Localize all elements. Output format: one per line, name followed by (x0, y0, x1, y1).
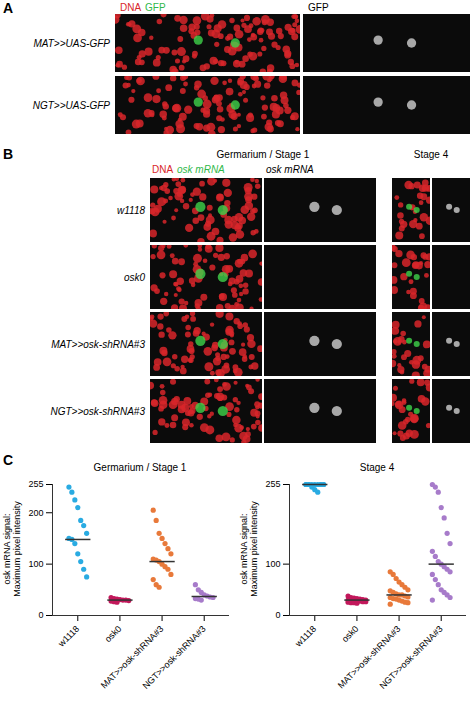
html-text:Stage 4: Stage 4 (359, 462, 395, 473)
svg-text:0: 0 (275, 610, 280, 620)
html-text:osk mRNA: osk mRNA (266, 164, 314, 175)
html-text:MAT>>osk-shRNA#3: MAT>>osk-shRNA#3 (51, 338, 145, 350)
html-text:Maximum pixel intensity: Maximum pixel intensity (249, 501, 259, 597)
html-text:NGT>>UAS-GFP: NGT>>UAS-GFP (32, 99, 110, 111)
svg-text:NGT>>osk-shRNA#3: NGT>>osk-shRNA#3 (377, 624, 444, 691)
svg-text:w1118: w1118 (293, 624, 319, 650)
svg-text:200: 200 (28, 508, 43, 518)
svg-text:MAT>>osk-shRNA#3: MAT>>osk-shRNA#3 (335, 623, 403, 691)
html-text:B: B (3, 146, 14, 162)
html-text:C: C (3, 452, 14, 468)
svg-text:255: 255 (28, 479, 43, 489)
svg-text:MAT>>osk-shRNA#3: MAT>>osk-shRNA#3 (98, 623, 166, 691)
svg-text:osk0: osk0 (103, 624, 124, 645)
html-text:osk0: osk0 (123, 271, 145, 283)
html-text:MAT>>UAS-GFP: MAT>>UAS-GFP (33, 37, 110, 49)
html-text:A: A (3, 0, 14, 16)
html-text:Stage 4: Stage 4 (413, 149, 449, 160)
html-text:Germarium / Stage 1: Germarium / Stage 1 (93, 462, 187, 473)
svg-text:255: 255 (265, 479, 280, 489)
svg-text:0: 0 (38, 610, 43, 620)
svg-text:100: 100 (28, 559, 43, 569)
html-text:w1118: w1118 (117, 204, 145, 216)
html-text:NGT>>osk-shRNA#3: NGT>>osk-shRNA#3 (50, 405, 145, 417)
html-text:osk mRNA signal:: osk mRNA signal: (239, 513, 249, 585)
html-text:DNA osk mRNA: DNA osk mRNA (152, 164, 225, 175)
svg-text:w1118: w1118 (56, 624, 82, 650)
svg-text:100: 100 (265, 559, 280, 569)
html-text:Maximum pixel intensity: Maximum pixel intensity (12, 501, 22, 597)
html-text:osk mRNA signal:: osk mRNA signal: (2, 513, 12, 585)
svg-text:NGT>>osk-shRNA#3: NGT>>osk-shRNA#3 (140, 624, 207, 691)
html-text:Germarium / Stage 1: Germarium / Stage 1 (216, 149, 310, 160)
html-text:GFP: GFP (308, 2, 329, 13)
html-text:DNA GFP: DNA GFP (120, 2, 166, 13)
svg-text:osk0: osk0 (340, 624, 361, 645)
